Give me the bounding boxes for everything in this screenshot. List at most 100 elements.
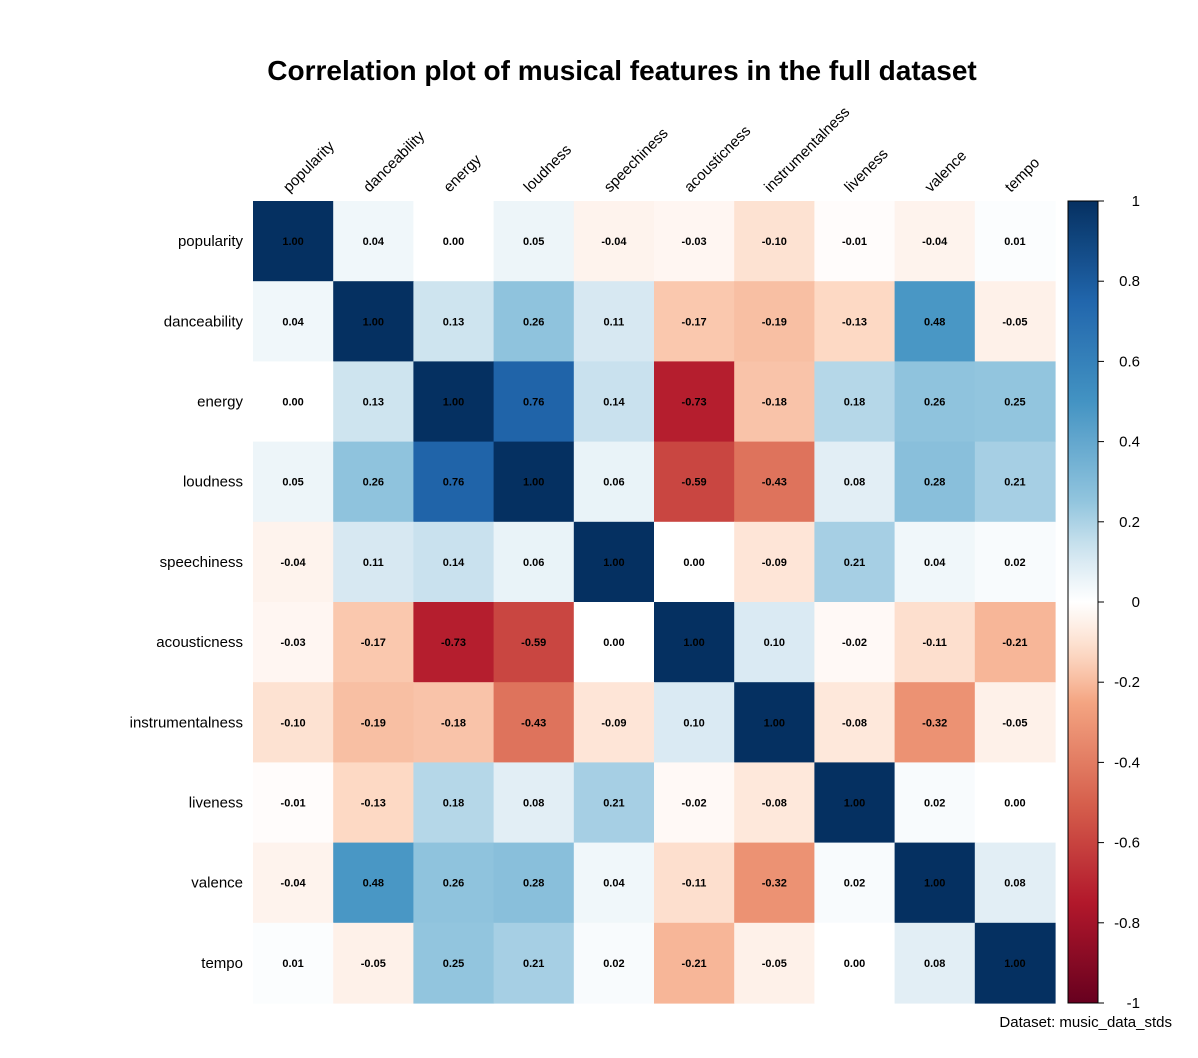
heatmap-cell [573, 842, 655, 924]
cell-value-label: 0.28 [924, 477, 945, 489]
heatmap-cell [734, 602, 815, 683]
heatmap-cell [654, 842, 735, 924]
cell-value-label: -0.04 [922, 236, 948, 248]
heatmap-cell [493, 682, 575, 763]
heatmap-cells: 1.00 0.04 0.00 0.05 -0.04 -0.03 -0.10 -0.01 -0.0… [253, 201, 1056, 1004]
cell-value-label: 0.08 [844, 477, 865, 489]
heatmap-cell [814, 762, 896, 844]
cell-value-label: 0.13 [443, 316, 464, 328]
cell-value-label: 0.08 [523, 798, 544, 810]
row-label: valence [191, 875, 243, 892]
heatmap-cell [814, 281, 896, 362]
heatmap-cell [573, 682, 655, 763]
colorbar-tick-label: 0.8 [1119, 273, 1140, 290]
heatmap-cell [333, 441, 414, 523]
heatmap-cell [413, 521, 495, 603]
heatmap-cell [493, 361, 575, 443]
heatmap-cell [734, 361, 815, 443]
cell-value-label: -0.05 [762, 958, 787, 970]
heatmap-cell [894, 281, 976, 362]
cell-value-label: 0.04 [924, 557, 946, 569]
row-label: tempo [201, 955, 243, 972]
cell-value-label: 0.25 [1004, 397, 1025, 409]
cell-value-label: 0.26 [924, 397, 945, 409]
heatmap-cell [493, 762, 575, 844]
cell-value-label: -0.02 [842, 637, 867, 649]
colorbar-tick-label: 0 [1132, 594, 1140, 611]
heatmap-cell [413, 361, 495, 443]
cell-value-label: 0.00 [603, 637, 624, 649]
cell-value-label: 0.00 [683, 557, 704, 569]
cell-value-label: 0.26 [443, 878, 464, 890]
column-label: valence [922, 147, 971, 196]
cell-value-label: -0.59 [521, 637, 546, 649]
heatmap-cell [573, 521, 655, 603]
cell-value-label: -0.08 [762, 798, 787, 810]
cell-value-label: 0.10 [764, 637, 785, 649]
heatmap-cell [734, 521, 815, 603]
cell-value-label: -0.21 [682, 958, 707, 970]
row-label: loudness [183, 474, 243, 491]
cell-value-label: 0.01 [282, 958, 303, 970]
cell-value-label: -0.17 [682, 316, 707, 328]
heatmap-cell [974, 682, 1056, 763]
heatmap-cell [573, 602, 655, 683]
heatmap-cell [654, 521, 735, 603]
heatmap-cell [974, 762, 1056, 844]
cell-value-label: 0.01 [1004, 236, 1025, 248]
heatmap-cell [974, 602, 1056, 683]
row-labels: popularity danceability energy loudness spee… [130, 233, 244, 972]
cell-value-label: 0.00 [844, 958, 865, 970]
heatmap-cell [413, 842, 495, 924]
heatmap-cell [493, 201, 575, 282]
heatmap-cell [654, 682, 735, 763]
cell-value-label: -0.13 [361, 798, 386, 810]
heatmap-cell [413, 682, 495, 763]
heatmap-cell [413, 441, 495, 523]
cell-value-label: 0.06 [603, 477, 624, 489]
heatmap-cell [894, 842, 976, 924]
heatmap-cell [654, 922, 735, 1004]
heatmap-cell [573, 281, 655, 362]
heatmap-cell [734, 281, 815, 362]
column-label: liveness [841, 145, 891, 195]
cell-value-label: 0.13 [363, 397, 384, 409]
cell-value-label: 1.00 [523, 477, 544, 489]
heatmap-cell [573, 361, 655, 443]
cell-value-label: 1.00 [282, 236, 303, 248]
colorbar-tick-label: -0.4 [1114, 754, 1140, 771]
cell-value-label: 0.04 [282, 316, 304, 328]
cell-value-label: 0.08 [1004, 878, 1025, 890]
heatmap-cell [413, 762, 495, 844]
column-label: danceability [360, 127, 428, 195]
heatmap-cell [333, 201, 414, 282]
cell-value-label: -0.05 [1002, 316, 1027, 328]
heatmap-cell [734, 842, 815, 924]
cell-value-label: 0.02 [1004, 557, 1025, 569]
row-label: liveness [189, 795, 243, 812]
cell-value-label: 0.00 [282, 397, 303, 409]
cell-value-label: 0.26 [523, 316, 544, 328]
heatmap-cell [493, 521, 575, 603]
cell-value-label: -0.04 [281, 878, 307, 890]
cell-value-label: -0.43 [521, 717, 546, 729]
heatmap-cell [253, 201, 334, 282]
cell-value-label: -0.10 [281, 717, 306, 729]
row-label: energy [197, 394, 243, 411]
cell-value-label: 0.02 [924, 798, 945, 810]
cell-value-label: 1.00 [363, 316, 384, 328]
colorbar-tick-label: -0.2 [1114, 674, 1140, 691]
heatmap-cell [974, 281, 1056, 362]
cell-value-label: 1.00 [603, 557, 624, 569]
cell-value-label: 0.48 [924, 316, 945, 328]
cell-value-label: -0.11 [922, 637, 946, 649]
heatmap-cell [974, 922, 1056, 1004]
cell-value-label: 1.00 [924, 878, 945, 890]
cell-value-label: -0.17 [361, 637, 386, 649]
cell-value-label: 0.28 [523, 878, 544, 890]
colorbar-tick-label: 0.4 [1119, 434, 1140, 451]
cell-value-label: 1.00 [1004, 958, 1025, 970]
cell-value-label: 0.06 [523, 557, 544, 569]
heatmap-cell [814, 201, 896, 282]
